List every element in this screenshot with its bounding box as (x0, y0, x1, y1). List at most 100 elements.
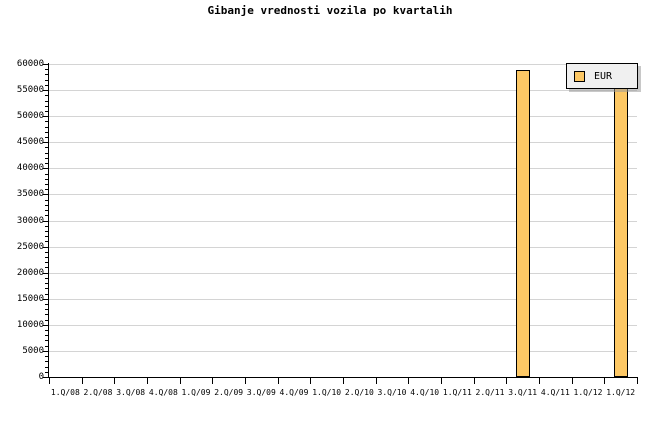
x-tick (49, 378, 50, 384)
y-tick-major (43, 377, 49, 378)
bar[interactable] (614, 70, 628, 377)
y-tick-minor (45, 132, 49, 133)
y-tick-minor (45, 267, 49, 268)
x-tick (245, 378, 246, 384)
x-tick-label: 1.Q/10 (312, 388, 342, 397)
y-tick-minor (45, 361, 49, 362)
y-tick-label: 10000 (16, 320, 44, 330)
y-tick-label: 30000 (16, 216, 44, 226)
y-tick-minor (45, 127, 49, 128)
y-tick-minor (45, 309, 49, 310)
y-tick-label: 50000 (16, 111, 44, 121)
x-tick-label: 4.Q/11 (540, 388, 570, 397)
y-tick-minor (45, 137, 49, 138)
x-tick-label: 3.Q/10 (377, 388, 407, 397)
y-tick-minor (45, 252, 49, 253)
y-tick-minor (45, 74, 49, 75)
y-tick-major (43, 325, 49, 326)
y-tick-minor (45, 205, 49, 206)
x-tick-label: 4.Q/10 (410, 388, 440, 397)
y-tick-minor (45, 236, 49, 237)
y-tick-minor (45, 304, 49, 305)
y-tick-minor (45, 231, 49, 232)
y-tick-label: 45000 (16, 137, 44, 147)
y-tick-major (43, 247, 49, 248)
x-tick-label: 1.Q/09 (181, 388, 211, 397)
y-tick-label: 20000 (16, 268, 44, 278)
x-tick (474, 378, 475, 384)
x-tick (278, 378, 279, 384)
x-tick (343, 378, 344, 384)
x-tick-label: 2.Q/09 (214, 388, 244, 397)
x-tick-label: 3.Q/09 (246, 388, 276, 397)
y-tick-minor (45, 356, 49, 357)
y-tick-major (43, 116, 49, 117)
y-tick-minor (45, 174, 49, 175)
y-tick-major (43, 194, 49, 195)
y-tick-minor (45, 340, 49, 341)
y-tick-minor (45, 226, 49, 227)
y-tick-label: 35000 (16, 189, 44, 199)
y-tick-minor (45, 101, 49, 102)
y-tick-minor (45, 346, 49, 347)
y-tick-major (43, 168, 49, 169)
x-tick (572, 378, 573, 384)
x-tick (408, 378, 409, 384)
x-tick (539, 378, 540, 384)
y-tick-minor (45, 335, 49, 336)
x-tick (604, 378, 605, 384)
y-tick-minor (45, 320, 49, 321)
y-tick-minor (45, 215, 49, 216)
y-tick-minor (45, 314, 49, 315)
y-tick-major (43, 90, 49, 91)
x-tick-label: 3.Q/11 (508, 388, 538, 397)
x-tick-label: 1.Q/12 (606, 388, 636, 397)
y-tick-minor (45, 367, 49, 368)
y-tick-minor (45, 179, 49, 180)
bars-layer (49, 64, 637, 377)
y-tick-label: 55000 (16, 85, 44, 95)
legend-box[interactable]: EUR (566, 63, 638, 89)
x-tick-label: 1.Q/12 (573, 388, 603, 397)
y-axis-line (48, 63, 49, 378)
y-tick-minor (45, 158, 49, 159)
y-tick-minor (45, 69, 49, 70)
y-tick-label: 60000 (16, 59, 44, 69)
x-tick-label: 4.Q/09 (279, 388, 309, 397)
y-tick-minor (45, 200, 49, 201)
y-tick-major (43, 299, 49, 300)
y-tick-minor (45, 184, 49, 185)
x-tick-label: 4.Q/08 (148, 388, 178, 397)
x-tick-label: 2.Q/11 (475, 388, 505, 397)
y-tick-minor (45, 121, 49, 122)
y-tick-minor (45, 330, 49, 331)
y-tick-minor (45, 147, 49, 148)
x-tick (212, 378, 213, 384)
y-tick-minor (45, 189, 49, 190)
y-tick-minor (45, 85, 49, 86)
x-tick-label: 3.Q/08 (116, 388, 146, 397)
y-tick-label: 5000 (22, 346, 44, 356)
y-tick-minor (45, 288, 49, 289)
y-tick-minor (45, 257, 49, 258)
y-tick-minor (45, 111, 49, 112)
x-tick (376, 378, 377, 384)
y-tick-major (43, 273, 49, 274)
y-tick-minor (45, 294, 49, 295)
y-tick-label: 25000 (16, 242, 44, 252)
bar[interactable] (516, 70, 530, 377)
x-tick (147, 378, 148, 384)
x-tick (180, 378, 181, 384)
y-tick-major (43, 64, 49, 65)
legend-label-eur: EUR (594, 70, 613, 82)
x-tick (441, 378, 442, 384)
y-tick-minor (45, 153, 49, 154)
y-tick-minor (45, 262, 49, 263)
chart-title: Gibanje vrednosti vozila po kvartalih (207, 4, 453, 17)
x-tick-label: 1.Q/11 (442, 388, 472, 397)
y-tick-minor (45, 106, 49, 107)
legend-swatch-eur (574, 70, 585, 82)
y-tick-major (43, 351, 49, 352)
y-tick-label: 0 (38, 372, 44, 382)
